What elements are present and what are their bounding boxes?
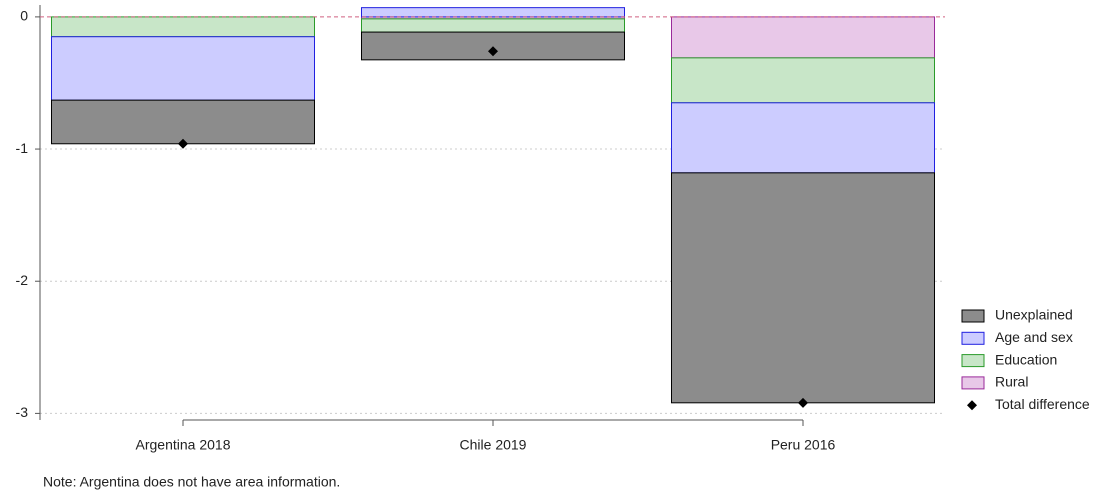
- bar-segment: [671, 102, 935, 174]
- legend-label: Education: [995, 351, 1057, 367]
- bar-segment: [51, 16, 315, 38]
- legend-label: Total difference: [995, 396, 1090, 412]
- legend-label: Age and sex: [995, 329, 1073, 345]
- bar-segment: [671, 172, 935, 404]
- legend-swatch: [961, 376, 985, 390]
- y-tick-label: -2: [16, 272, 29, 288]
- y-tick-label: -1: [16, 140, 29, 156]
- legend-marker: [967, 400, 977, 411]
- legend-swatch: [961, 331, 985, 345]
- total-marker: [798, 397, 808, 408]
- legend-swatch: [961, 354, 985, 368]
- bar-segment: [51, 36, 315, 101]
- x-tick-label: Peru 2016: [771, 437, 836, 453]
- y-tick-label: -3: [16, 404, 29, 420]
- bar-segment: [671, 16, 935, 59]
- x-tick-label: Argentina 2018: [136, 437, 231, 453]
- legend-label: Unexplained: [995, 307, 1073, 323]
- bar-segment: [671, 57, 935, 104]
- legend-swatch: [961, 309, 985, 323]
- note: Note: Argentina does not have area infor…: [43, 474, 340, 490]
- legend-label: Rural: [995, 374, 1028, 390]
- x-tick-label: Chile 2019: [460, 437, 527, 453]
- bar-segment: [361, 7, 625, 18]
- y-tick-label: 0: [20, 8, 28, 24]
- total-marker: [178, 138, 188, 149]
- total-marker: [488, 46, 498, 57]
- bar-segment: [51, 99, 315, 145]
- bar-segment: [361, 18, 625, 33]
